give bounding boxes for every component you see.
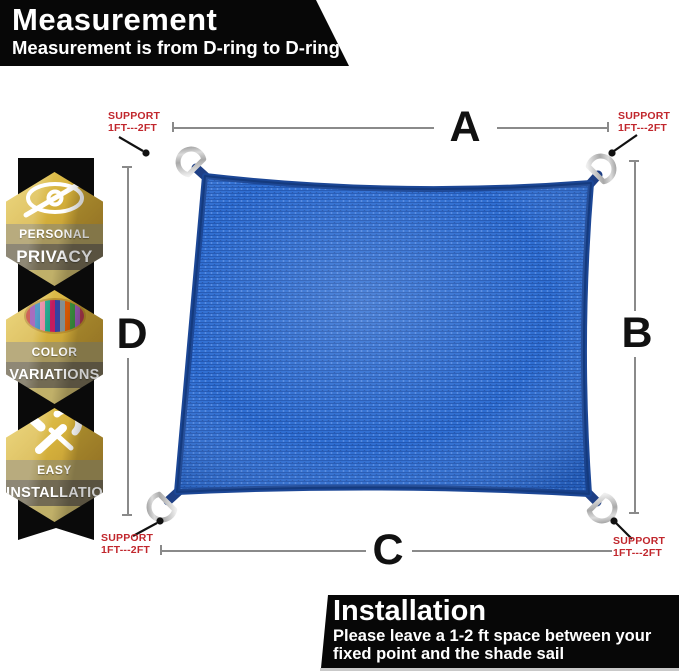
badge-line2: VARIATIONS [6,362,103,388]
badge-line1: COLOR [6,342,103,362]
dim-tick [122,166,132,168]
dim-label-c: C [372,526,404,574]
support-line1: SUPPORT [613,535,666,547]
support-note-top-right: SUPPORT 1FT---2FT [618,110,671,134]
sail-fabric [174,173,594,497]
support-line1: SUPPORT [108,110,161,122]
support-note-top-left: SUPPORT 1FT---2FT [108,110,161,134]
installation-title: Installation [333,595,487,627]
support-line2: 1FT---2FT [618,121,668,134]
dim-tick [607,122,609,132]
dim-tick [629,160,639,162]
badge-line2: INSTALLATION [6,480,103,506]
dim-tick [602,550,612,552]
support-line2: 1FT---2FT [101,543,151,556]
support-line1: SUPPORT [101,532,154,544]
dim-label-a: A [449,103,481,151]
dim-tick [629,512,639,514]
badge-line1: EASY [6,460,103,480]
dim-tick [160,545,162,555]
measurement-subtitle: Measurement is from D-ring to D-ring [12,37,340,58]
support-line1: SUPPORT [618,110,671,122]
measurement-banner: Measurement Measurement is from D-ring t… [0,0,349,66]
support-line2: 1FT---2FT [613,546,663,559]
dim-tick [122,514,132,516]
dim-line-c-left [160,550,366,552]
support-pointer-arrows [118,134,638,540]
support-note-bottom-right: SUPPORT 1FT---2FT [613,535,666,559]
installation-subtitle-line1: Please leave a 1-2 ft space between your [333,627,652,645]
dim-label-b: B [621,309,653,357]
dim-line-d-top [127,166,129,310]
installation-subtitle-line2: fixed point and the shade sail [333,645,565,663]
support-note-bottom-left: SUPPORT 1FT---2FT [101,532,154,556]
banner-bottom-shadow [320,668,679,671]
dim-line-c-right [412,550,607,552]
dim-line-d-bottom [127,358,129,515]
support-line2: 1FT---2FT [108,121,158,134]
badge-line2: PRIVACY [6,244,103,270]
dim-line-b-bottom [634,357,636,513]
dim-label-d: D [116,310,148,358]
badge-line1: PERSONAL [6,224,103,244]
dim-line-b-top [634,160,636,311]
installation-banner: Installation Please leave a 1-2 ft space… [321,595,679,668]
dim-line-a-left [172,127,434,129]
dim-tick [172,122,174,132]
dim-line-a-right [497,127,608,129]
measurement-title: Measurement [12,2,218,37]
support-pointer-dots [142,149,618,525]
